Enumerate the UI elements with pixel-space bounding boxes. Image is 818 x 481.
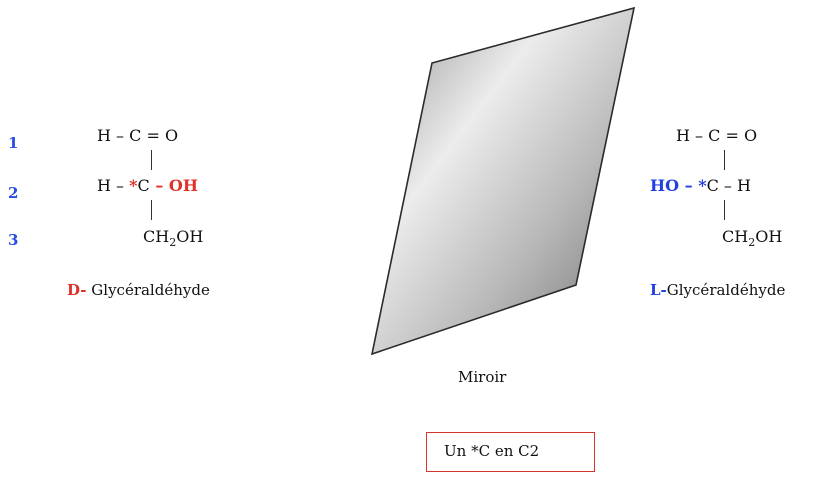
d-oh-text: OH [176, 227, 204, 246]
l-hydroxyl-group: HO – * [650, 176, 707, 195]
l-prefix: L- [650, 281, 667, 299]
d-ch-text: CH [143, 227, 170, 246]
l-ch2oh-row: CH2OH [722, 227, 782, 249]
carbon-number-1: 1 [8, 134, 19, 152]
d-glyceraldehyde-label: D- Glycéraldéhyde [67, 281, 210, 299]
d-subscript: 2 [169, 236, 177, 250]
mirror-label: Miroir [458, 368, 507, 386]
d-chiral-star: * [129, 176, 138, 195]
d-h-substituent: H – [97, 176, 130, 195]
d-aldehyde-row: H – C = O [97, 126, 179, 145]
l-bond-bottom [724, 200, 726, 220]
l-aldehyde-row: H – C = O [676, 126, 758, 145]
l-chiral-carbon: C – H [706, 176, 751, 195]
l-bond-top [724, 150, 726, 170]
l-chiral-row: HO – *C – H [650, 176, 751, 195]
d-prefix: D- [67, 281, 87, 299]
carbon-number-3: 3 [8, 231, 19, 249]
d-chiral-carbon: C [137, 176, 150, 195]
carbon-number-2: 2 [8, 184, 19, 202]
d-hydroxyl-group: – OH [149, 176, 198, 195]
d-bond-top [151, 150, 153, 170]
l-subscript: 2 [748, 236, 756, 250]
l-name: Glycéraldéhyde [666, 281, 786, 299]
l-glyceraldehyde-label: L-Glycéraldéhyde [650, 281, 785, 299]
d-bond-bottom [151, 200, 153, 220]
d-chiral-row: H – *C – OH [97, 176, 198, 195]
chiral-carbon-note-box: Un *C en C2 [426, 432, 595, 472]
mirror-shape [370, 6, 636, 356]
l-oh-text: OH [755, 227, 783, 246]
d-ch2oh-row: CH2OH [143, 227, 203, 249]
l-ch-text: CH [722, 227, 749, 246]
d-name: Glycéraldéhyde [86, 281, 210, 299]
